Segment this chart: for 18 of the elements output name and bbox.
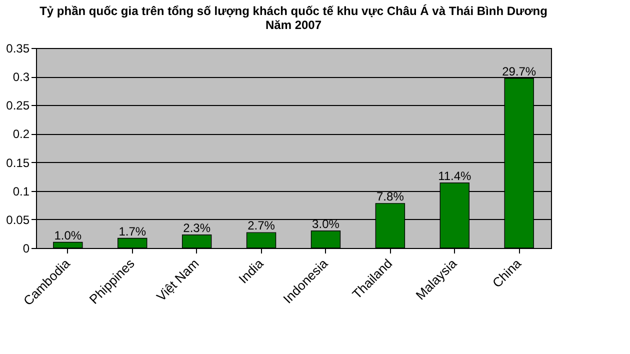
data-label: 7.8% [376,189,404,204]
y-tick-label: 0 [22,242,30,256]
y-tick-label: 0.05 [6,212,30,227]
y-tick-label: 0.1 [12,184,30,198]
data-label: 1.7% [118,224,146,238]
y-tick-label: 0.15 [6,156,30,170]
text: Tỷ phần quốc gia trên tổng số lượng khách quốc tế khu vực Châu Á và Thái Bình Dương [40,4,548,18]
data-label: 2.3% [183,220,211,235]
data-label: 1.0% [54,228,82,242]
data-label: 3.0% [312,216,340,231]
y-tick-label: 0.2 [12,127,30,142]
data-label: 11.4% [438,168,472,183]
y-tick-label: 0.25 [6,98,30,113]
y-tick-label: 0.35 [6,42,30,56]
data-label: 29.7% [502,64,536,78]
text: Năm 2007 [265,18,322,32]
y-tick-label: 0.3 [12,70,30,84]
data-label: 2.7% [248,218,276,233]
